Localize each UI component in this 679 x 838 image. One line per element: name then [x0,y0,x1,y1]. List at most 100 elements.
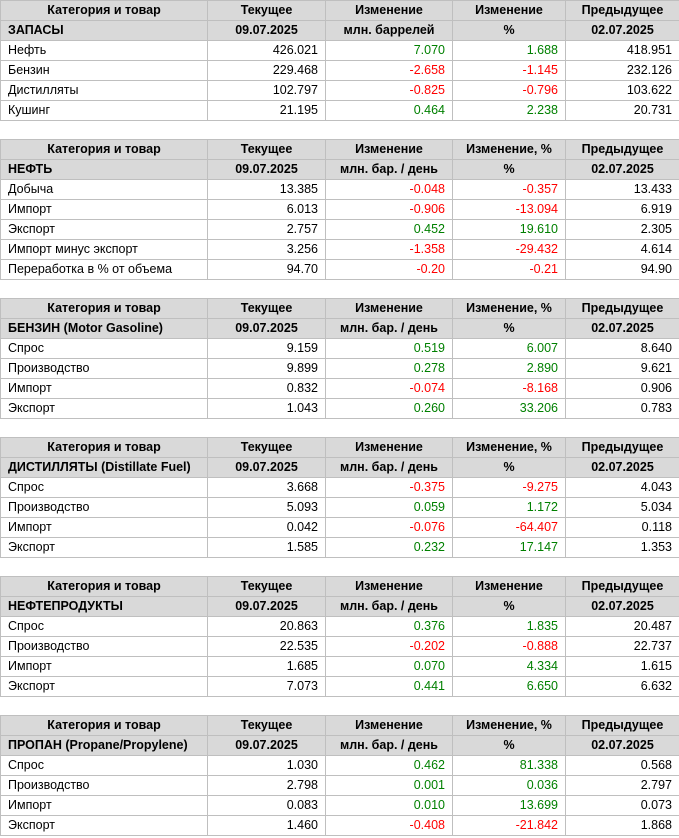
value-cell: 0.376 [325,616,453,637]
value-cell: -0.796 [452,80,566,101]
row-label: Экспорт [0,676,208,697]
column-header: Предыдущее [565,298,679,319]
row-label: Спрос [0,338,208,359]
value-cell: 0.010 [325,795,453,816]
subheader-cell: 02.07.2025 [565,318,679,339]
column-header: Изменение [325,576,453,597]
value-cell: -21.842 [452,815,566,836]
value-cell: 232.126 [565,60,679,81]
value-cell: 1.585 [207,537,326,558]
column-header: Предыдущее [565,715,679,736]
value-cell: 0.906 [565,378,679,399]
subheader-cell: % [452,596,566,617]
table-row: Импорт 0.832 -0.074 -8.168 0.906 [0,378,679,399]
value-cell: 0.260 [325,398,453,419]
table-row: Добыча 13.385 -0.048 -0.357 13.433 [0,179,679,200]
section-header-row: ДИСТИЛЛЯТЫ (Distillate Fuel) 09.07.2025 мл… [0,457,679,478]
value-cell: 3.668 [207,477,326,498]
table-crude-oil: Категория и товар Текущее Изменение Изменен… [0,139,679,280]
column-header: Текущее [207,0,326,21]
section-header-row: ПРОПАН (Propane/Propylene) 09.07.2025 млн.… [0,735,679,756]
value-cell: 0.059 [325,497,453,518]
subheader-cell: % [452,318,566,339]
row-label: Импорт [0,199,208,220]
column-header: Изменение [325,0,453,21]
value-cell: 33.206 [452,398,566,419]
column-header: Предыдущее [565,437,679,458]
column-header-row: Категория и товар Текущее Изменение Изменен… [0,576,679,597]
value-cell: 81.338 [452,755,566,776]
value-cell: 229.468 [207,60,326,81]
column-header: Текущее [207,715,326,736]
column-header: Изменение [325,298,453,319]
value-cell: 0.278 [325,358,453,379]
value-cell: 1.615 [565,656,679,677]
subheader-cell: % [452,159,566,180]
value-cell: 2.797 [565,775,679,796]
table-propane: Категория и товар Текущее Изменение Изменен… [0,715,679,836]
value-cell: 0.832 [207,378,326,399]
column-header-row: Категория и товар Текущее Изменение Изменен… [0,298,679,319]
value-cell: -9.275 [452,477,566,498]
value-cell: 6.007 [452,338,566,359]
column-header: Категория и товар [0,298,208,319]
value-cell: -0.888 [452,636,566,657]
table-row: Спрос 1.030 0.462 81.338 0.568 [0,755,679,776]
row-label: Кушинг [0,100,208,121]
subheader-cell: 02.07.2025 [565,596,679,617]
subheader-cell: 09.07.2025 [207,318,326,339]
row-label: Спрос [0,616,208,637]
row-label: Производство [0,775,208,796]
table-row: Производство 2.798 0.001 0.036 2.797 [0,775,679,796]
row-label: Экспорт [0,398,208,419]
value-cell: 6.013 [207,199,326,220]
table-row: Спрос 3.668 -0.375 -9.275 4.043 [0,477,679,498]
value-cell: 17.147 [452,537,566,558]
section-header-row: ЗАПАСЫ 09.07.2025 млн. баррелей% 02.07.2025 [0,20,679,41]
value-cell: 0.441 [325,676,453,697]
column-header: Предыдущее [565,576,679,597]
table-row: Дистилляты 102.797 -0.825 -0.796 103.622 [0,80,679,101]
column-header: Текущее [207,437,326,458]
row-label: Производство [0,636,208,657]
subheader-cell: 09.07.2025 [207,596,326,617]
column-header-row: Категория и товар Текущее Изменение Изменен… [0,715,679,736]
value-cell: 1.353 [565,537,679,558]
table-row: Производство 5.093 0.059 1.172 5.034 [0,497,679,518]
section-title: НЕФТЬ [0,159,208,180]
row-label: Производство [0,497,208,518]
section-header-row: НЕФТЕПРОДУКТЫ 09.07.2025 млн. бар. / день%… [0,596,679,617]
value-cell: -0.825 [325,80,453,101]
subheader-cell: % [452,457,566,478]
value-cell: 7.070 [325,40,453,61]
row-label: Производство [0,358,208,379]
value-cell: -64.407 [452,517,566,538]
table-row: Экспорт 1.585 0.232 17.147 1.353 [0,537,679,558]
value-cell: 1.172 [452,497,566,518]
value-cell: 1.685 [207,656,326,677]
value-cell: -8.168 [452,378,566,399]
column-header: Изменение [325,139,453,160]
table-petroleum-products: Категория и товар Текущее Изменение Изменен… [0,576,679,697]
row-label: Экспорт [0,219,208,240]
subheader-cell: млн. бар. / день [325,318,453,339]
row-label: Экспорт [0,815,208,836]
value-cell: -1.145 [452,60,566,81]
subheader-cell: млн. бар. / день [325,159,453,180]
column-header: Изменение [452,576,566,597]
value-cell: 5.093 [207,497,326,518]
table-row: Кушинг 21.195 0.464 2.238 20.731 [0,100,679,121]
subheader-cell: млн. бар. / день [325,735,453,756]
table-row: Импорт 0.083 0.010 13.699 0.073 [0,795,679,816]
value-cell: 0.464 [325,100,453,121]
column-header: Изменение, % [452,298,566,319]
value-cell: 19.610 [452,219,566,240]
value-cell: 0.073 [565,795,679,816]
value-cell: 1.043 [207,398,326,419]
value-cell: 6.632 [565,676,679,697]
subheader-cell: 09.07.2025 [207,20,326,41]
value-cell: 0.462 [325,755,453,776]
value-cell: -0.906 [325,199,453,220]
subheader-cell: млн. бар. / день [325,596,453,617]
